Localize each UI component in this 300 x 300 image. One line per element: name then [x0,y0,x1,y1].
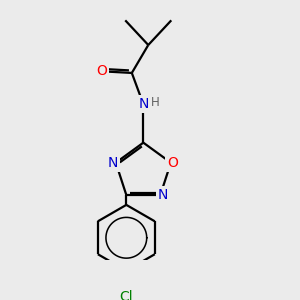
Text: O: O [96,64,107,78]
Text: Cl: Cl [119,290,133,300]
Text: N: N [138,97,148,111]
Text: O: O [167,156,178,170]
Text: H: H [151,96,160,109]
Text: N: N [108,156,119,170]
Text: N: N [158,188,168,202]
